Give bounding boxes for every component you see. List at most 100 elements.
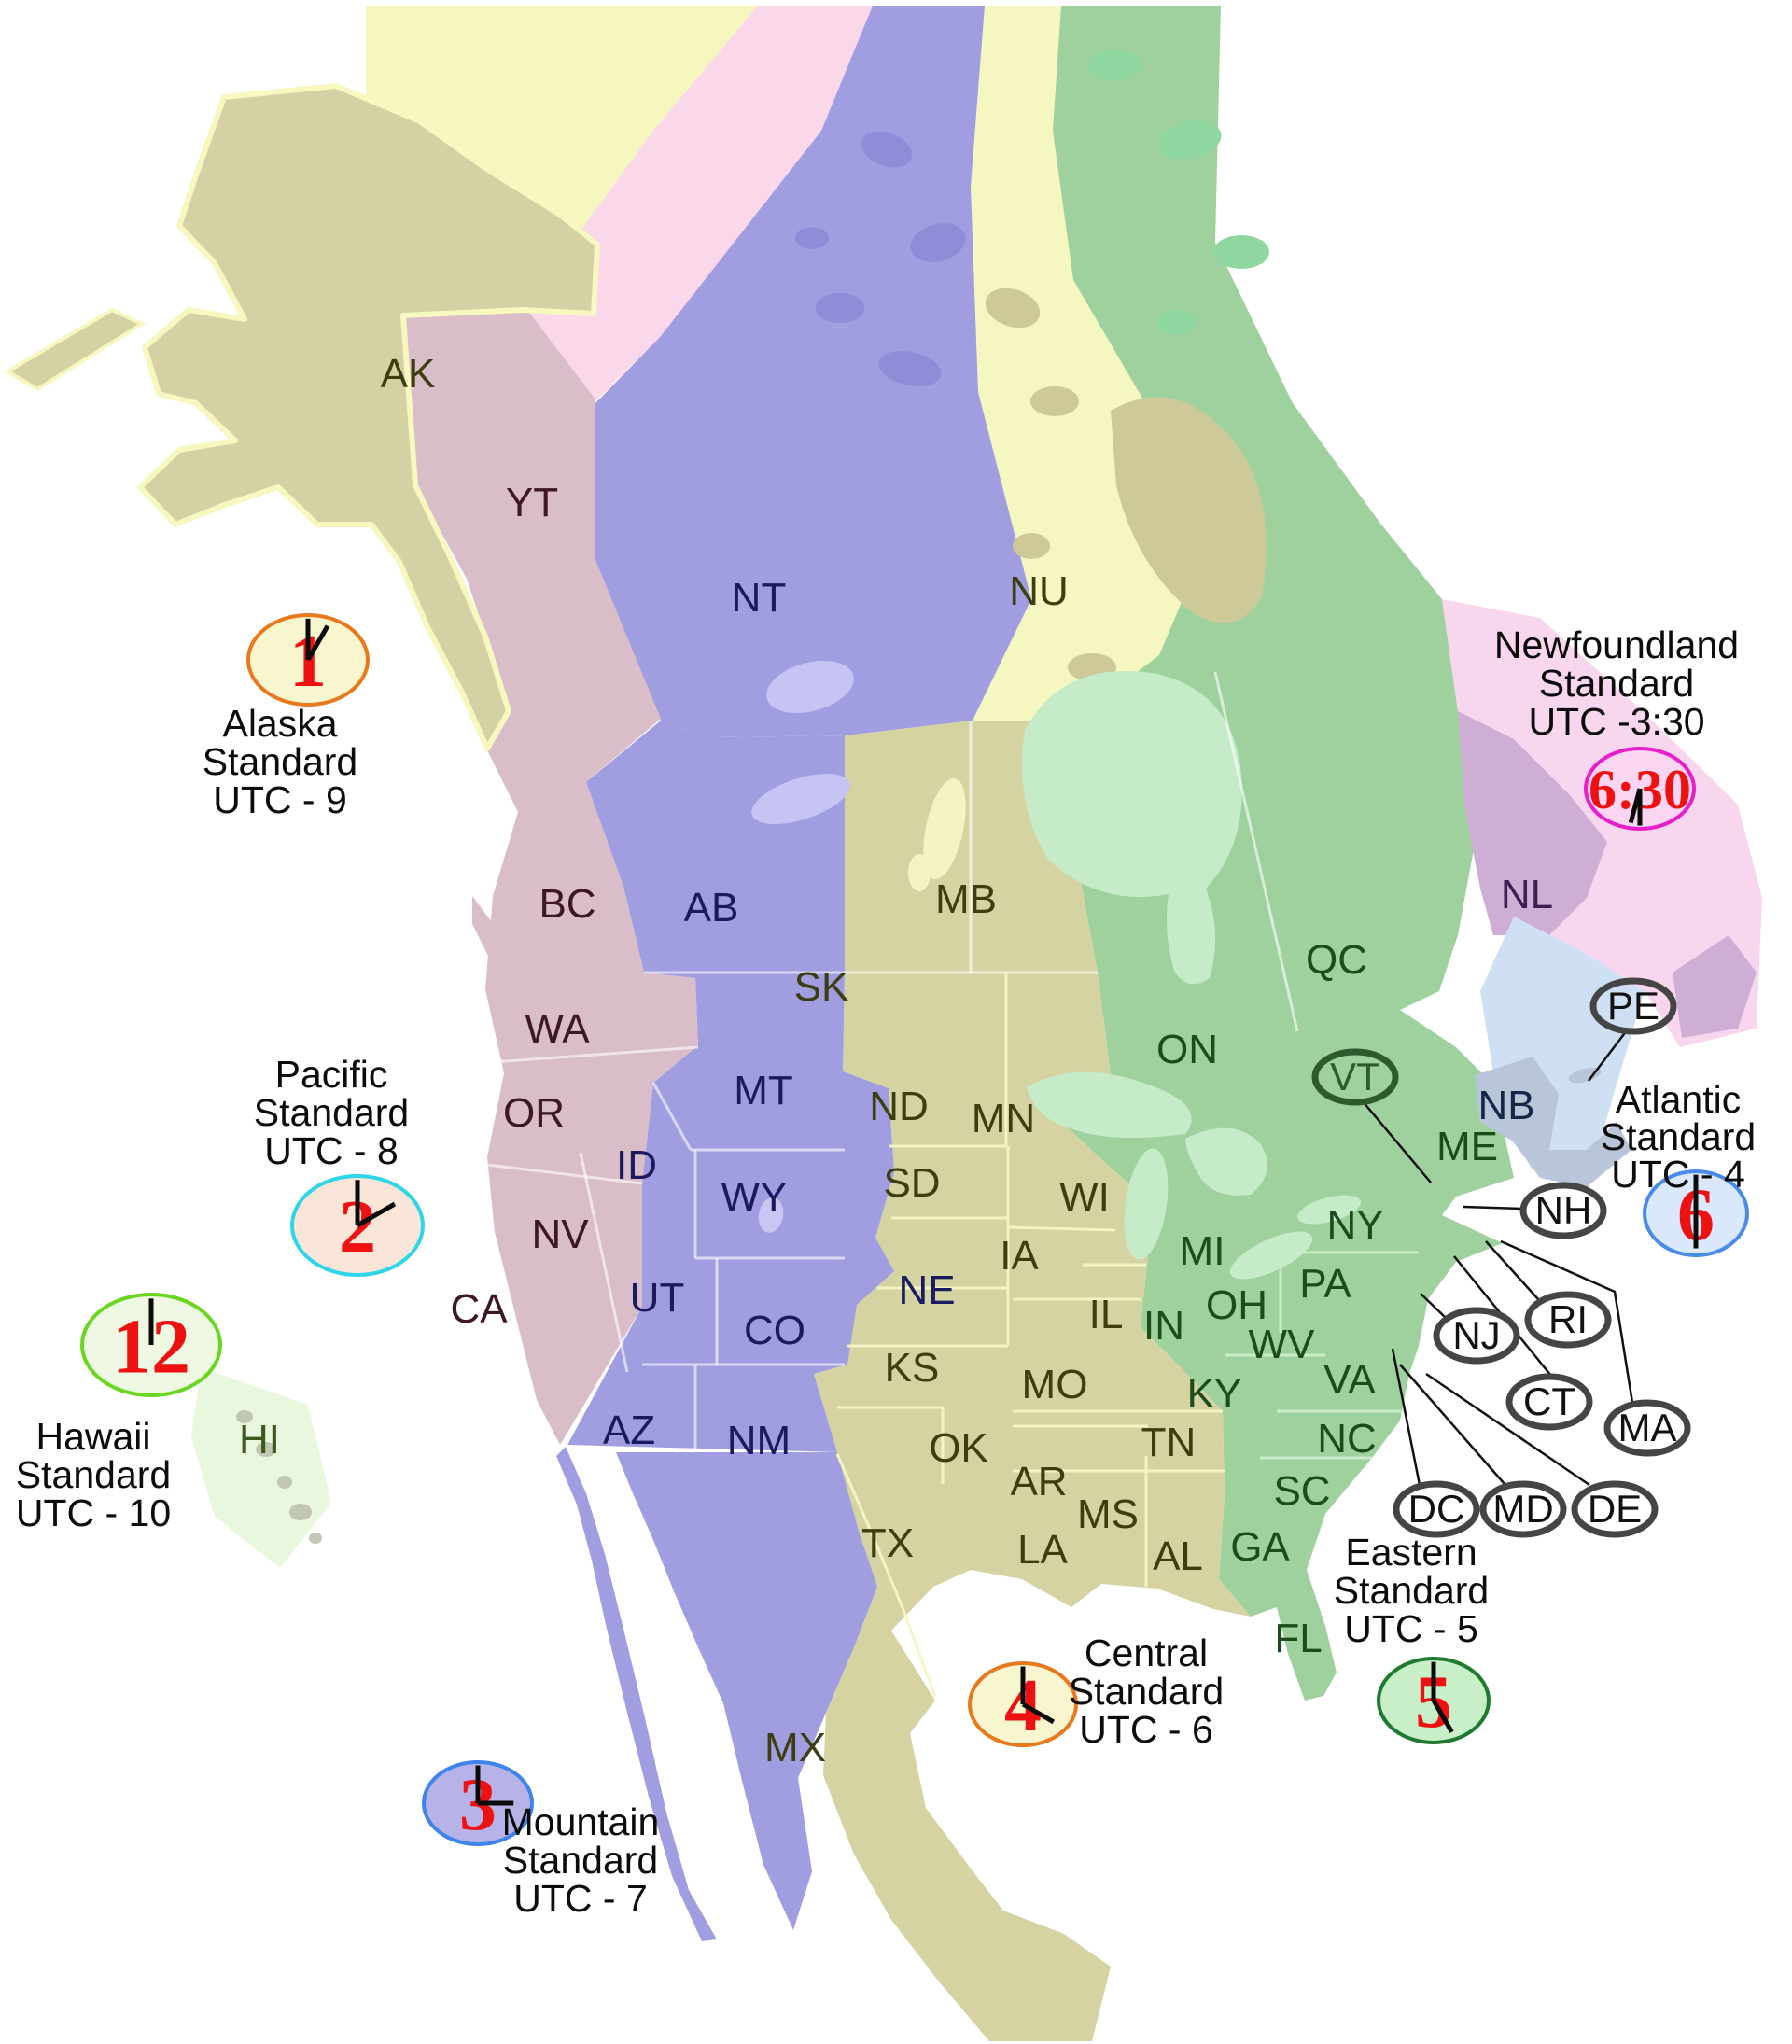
hawaii-island	[236, 1410, 253, 1423]
hour-hand	[305, 624, 330, 662]
hour-hand	[1021, 1701, 1056, 1725]
region-label-il: IL	[1089, 1292, 1124, 1337]
region-label-qc: QC	[1306, 937, 1367, 983]
region-label-va: VA	[1323, 1357, 1376, 1403]
zone-mountain-mexico	[616, 1452, 877, 1930]
region-label-nu: NU	[1009, 568, 1069, 614]
island	[1157, 309, 1198, 335]
zone-label-line: Alaska	[222, 702, 337, 745]
region-label-ab: AB	[684, 885, 739, 931]
alaska-landmass	[137, 83, 600, 751]
aleutian-strip	[4, 307, 147, 392]
lake-ontario	[1297, 1195, 1361, 1225]
region-label-nm: NM	[727, 1418, 791, 1463]
state-borders-eastern	[1225, 1251, 1419, 1460]
zone-label-line: Eastern	[1345, 1531, 1477, 1574]
zone-label-line: Pacific	[275, 1053, 388, 1096]
zone-label-line: UTC -3:30	[1528, 700, 1704, 743]
island	[1158, 120, 1222, 160]
oval-text-nh: NH	[1535, 1188, 1592, 1232]
oval-text-ri: RI	[1548, 1297, 1588, 1341]
region-label-wi: WI	[1059, 1174, 1110, 1220]
region-label-nc: NC	[1317, 1416, 1377, 1462]
callout-line-nh	[1463, 1205, 1523, 1211]
region-label-ne: NE	[898, 1267, 955, 1313]
state-borders-central	[835, 973, 1225, 1698]
region-label-nt: NT	[732, 575, 787, 621]
hour-hand	[1431, 1699, 1454, 1734]
clock-icon-2: 2	[290, 1174, 425, 1277]
zone-label-line: Central	[1085, 1631, 1208, 1674]
island	[985, 287, 1041, 329]
region-label-mb: MB	[935, 876, 997, 922]
region-label-mn: MN	[972, 1096, 1035, 1141]
zone-label-line: UTC - 8	[264, 1129, 399, 1172]
zone-central	[814, 721, 1251, 2041]
region-label-in: IN	[1143, 1303, 1184, 1349]
region-label-co: CO	[744, 1308, 805, 1353]
callout-line-de	[1425, 1372, 1590, 1487]
region-label-ga: GA	[1230, 1524, 1290, 1570]
region-label-nv: NV	[531, 1211, 589, 1257]
callout-line-ri	[1485, 1240, 1539, 1300]
zone-label-line: UTC - 10	[16, 1491, 171, 1534]
region-label-sk: SK	[794, 964, 849, 1010]
region-label-me: ME	[1436, 1124, 1498, 1169]
region-label-mx: MX	[764, 1725, 826, 1771]
arctic-islands	[795, 50, 1269, 681]
oval-label-ct: CT	[1505, 1373, 1593, 1431]
region-label-nd: ND	[869, 1084, 929, 1129]
callout-line-dc	[1391, 1348, 1421, 1486]
oval-text-de: DE	[1588, 1487, 1642, 1531]
island	[1213, 235, 1269, 269]
clock-icon-6-30: 6:30	[1584, 747, 1696, 831]
zone-newfoundland-band	[1442, 599, 1762, 1047]
region-label-wv: WV	[1249, 1322, 1316, 1367]
zone-label-line: Mountain	[502, 1800, 660, 1843]
region-label-nl: NL	[1501, 872, 1553, 917]
labrador-land	[1458, 711, 1607, 935]
oval-label-md: MD	[1479, 1480, 1567, 1538]
zone-label-line: UTC - 4	[1611, 1153, 1745, 1196]
hour-hand	[356, 1201, 397, 1228]
region-label-tn: TN	[1141, 1420, 1197, 1465]
zone-label-line: Atlantic	[1616, 1078, 1741, 1121]
zone-label-line: Standard	[1539, 662, 1694, 705]
great-slave-lake	[751, 774, 850, 824]
island	[878, 351, 942, 386]
zone-label-line: Hawaii	[35, 1415, 150, 1458]
baffin-island	[1111, 397, 1267, 623]
oval-label-dc: DC	[1393, 1480, 1480, 1538]
oval-ring	[1393, 1480, 1480, 1538]
oval-ring	[1433, 1307, 1520, 1365]
lake-superior	[1027, 1071, 1192, 1138]
state-borders	[486, 671, 1299, 1452]
hawaii-island	[256, 1442, 276, 1457]
zone-mountain-south	[567, 721, 894, 1452]
region-label-fl: FL	[1274, 1616, 1322, 1661]
lake-erie	[1229, 1231, 1313, 1280]
region-label-ok: OK	[929, 1425, 988, 1471]
zone-label-line: Standard	[1601, 1115, 1756, 1158]
oval-label-vt: VT	[1311, 1048, 1399, 1106]
region-label-ks: KS	[885, 1345, 940, 1391]
region-label-al: AL	[1153, 1533, 1203, 1579]
region-label-ms: MS	[1077, 1491, 1139, 1537]
region-label-ny: NY	[1326, 1202, 1383, 1248]
zone-label-line: Standard	[203, 740, 357, 783]
clock-icon-4: 4	[968, 1661, 1078, 1747]
zone-mountain-north	[595, 6, 1031, 737]
zone-label-line: UTC - 9	[213, 778, 347, 821]
hawaii-island	[289, 1504, 312, 1520]
zone-label-line: Standard	[503, 1839, 658, 1882]
lake-michigan	[1124, 1148, 1169, 1260]
island	[1013, 533, 1050, 559]
region-label-yt: YT	[506, 480, 558, 525]
zone-label-line: UTC - 7	[513, 1877, 648, 1920]
island	[910, 223, 966, 262]
oval-ring	[1524, 1291, 1612, 1349]
